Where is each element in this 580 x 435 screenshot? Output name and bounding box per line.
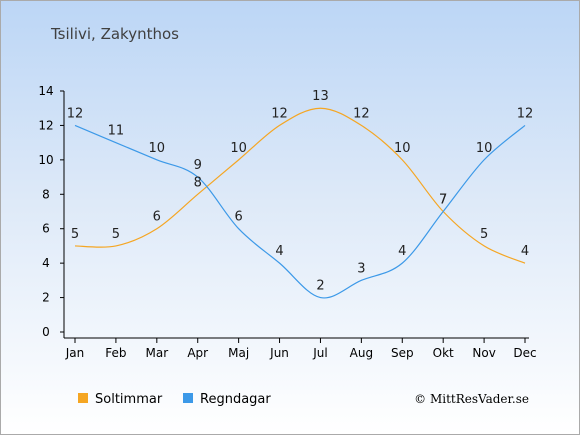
x-tick-label: Okt [433, 346, 454, 360]
legend-label-regndagar: Regndagar [200, 392, 271, 407]
data-label-regndagar: 10 [149, 141, 166, 156]
x-tick-label: Feb [105, 346, 126, 360]
x-tick-label: Mar [145, 346, 168, 360]
x-tick-label: Aug [350, 346, 373, 360]
data-label-soltimmar: 5 [71, 227, 79, 242]
data-label-regndagar: 6 [234, 210, 242, 225]
series-line-regndagar [74, 124, 526, 299]
data-label-regndagar: 3 [357, 261, 365, 276]
data-label-regndagar: 9 [194, 158, 202, 173]
x-tick-label: Apr [187, 346, 208, 360]
legend-swatch-regndagar [183, 393, 193, 403]
data-label-soltimmar: 6 [153, 210, 161, 225]
y-tick-label: 8 [42, 187, 50, 201]
data-label-soltimmar: 12 [271, 106, 288, 121]
y-tick-label: 2 [42, 291, 50, 305]
legend-label-soltimmar: Soltimmar [95, 392, 163, 407]
data-label-regndagar: 11 [108, 124, 125, 139]
x-tick-label: Dec [513, 346, 536, 360]
legend: Soltimmar Regndagar [78, 392, 271, 407]
series-lines [74, 107, 526, 299]
data-label-soltimmar: 4 [521, 244, 529, 259]
x-tick-label: Nov [472, 346, 495, 360]
y-tick-label: 12 [38, 118, 53, 132]
data-label-soltimmar: 5 [480, 227, 488, 242]
data-label-soltimmar: 13 [312, 89, 329, 104]
x-tick-label: Jun [269, 346, 289, 360]
chart-title: Tsilivi, Zakynthos [50, 25, 179, 43]
data-label-regndagar: 12 [517, 106, 534, 121]
y-tick-label: 6 [42, 222, 50, 236]
y-tick-label: 4 [42, 256, 50, 270]
data-label-soltimmar: 12 [353, 106, 370, 121]
x-tick-label: Sep [391, 346, 414, 360]
credit-text: © MittResVader.se [414, 392, 529, 406]
data-label-regndagar: 4 [398, 244, 406, 259]
series-line-soltimmar [74, 107, 526, 264]
data-label-regndagar: 10 [476, 141, 493, 156]
x-tick-label: Jul [312, 346, 327, 360]
data-label-regndagar: 12 [67, 106, 84, 121]
data-label-soltimmar: 7 [439, 193, 447, 208]
data-label-regndagar: 4 [275, 244, 283, 259]
legend-swatch-soltimmar [78, 393, 88, 403]
y-tick-label: 10 [38, 153, 53, 167]
axes: 0 2 4 6 8 10 12 14 Jan Feb Mar Apr Maj Jun Jul Aug Sep Ok… [38, 84, 536, 360]
data-label-soltimmar: 10 [394, 141, 411, 156]
x-tick-label: Jan [65, 346, 85, 360]
y-tick-label: 0 [42, 325, 50, 339]
data-label-regndagar: 7 [439, 193, 447, 208]
data-label-soltimmar: 10 [230, 141, 247, 156]
data-label-soltimmar: 5 [112, 227, 120, 242]
y-tick-label: 14 [38, 84, 53, 98]
data-label-regndagar: 2 [316, 279, 324, 294]
data-label-soltimmar: 8 [194, 175, 202, 190]
x-tick-label: Maj [228, 346, 249, 360]
